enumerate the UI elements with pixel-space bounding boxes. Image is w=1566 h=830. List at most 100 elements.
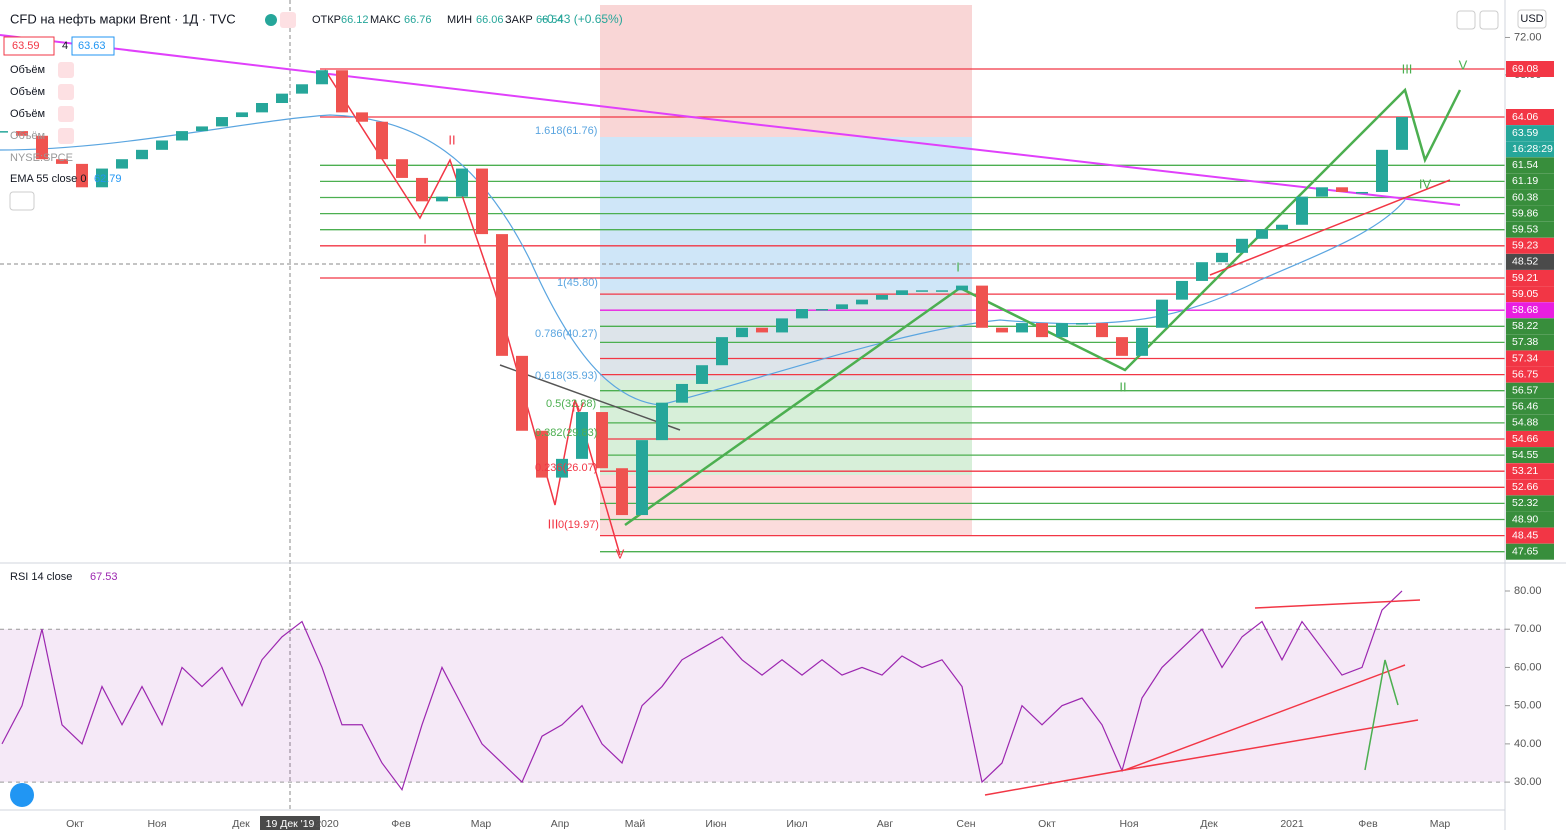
y-tick-label: 40.00 — [1514, 738, 1542, 750]
indicator-alert — [58, 84, 74, 100]
candle — [756, 327, 768, 333]
candle — [196, 126, 208, 132]
currency-button[interactable] — [1517, 9, 1547, 29]
y-tick-label: 80.00 — [1514, 585, 1542, 597]
price-badge — [1506, 286, 1554, 303]
candle — [1136, 327, 1148, 356]
candle — [1296, 196, 1308, 225]
price-badge — [1506, 221, 1554, 238]
candle — [636, 440, 648, 516]
indicator-label: Объём — [10, 130, 45, 142]
candle — [516, 355, 528, 431]
x-tick-label: Фев — [391, 818, 411, 830]
wave-label: V — [616, 546, 625, 561]
price-badge-label: 59.53 — [1512, 223, 1538, 235]
candle — [256, 103, 268, 113]
candle — [1396, 117, 1408, 150]
x-tick-label: Июн — [705, 818, 726, 830]
indicator-label: Объём — [10, 64, 45, 76]
candle — [36, 135, 48, 160]
candle — [716, 337, 728, 366]
fib-label: 0.5(32.88) — [546, 398, 596, 410]
price-badge-label: 59.21 — [1512, 272, 1538, 284]
x-tick-label: Окт — [66, 818, 84, 830]
price-badge-label: 48.52 — [1512, 256, 1538, 268]
ohlc-value: 66.76 — [404, 14, 432, 26]
candle — [856, 299, 868, 305]
candle — [456, 168, 468, 197]
candle — [176, 131, 188, 141]
price-badge-label: 56.57 — [1512, 384, 1538, 396]
price-badge-label: 61.19 — [1512, 175, 1538, 187]
wave-label: II — [1119, 379, 1126, 394]
candle — [1096, 323, 1108, 338]
fib-label: 0.786(40.27) — [535, 328, 597, 340]
price-badge-label: 64.06 — [1512, 111, 1538, 123]
button[interactable] — [1479, 10, 1499, 30]
candle — [1276, 224, 1288, 230]
price-badge — [1506, 173, 1554, 190]
candle — [936, 290, 948, 292]
candle — [236, 112, 248, 118]
price-badge — [1506, 61, 1554, 77]
price-badge — [1506, 237, 1554, 254]
price-badge — [1506, 318, 1554, 335]
candle — [1156, 299, 1168, 328]
candle — [576, 412, 588, 459]
candle — [316, 70, 328, 85]
candle — [1376, 149, 1388, 192]
wave-label: V — [1459, 57, 1468, 72]
status-icon — [280, 12, 296, 28]
collapse-button[interactable] — [9, 191, 35, 211]
bid-box — [3, 36, 55, 56]
ohlc-key: ОТКР — [312, 14, 341, 26]
wave-label: IV — [572, 399, 585, 414]
y-tick-label: 60.00 — [1514, 661, 1542, 673]
fib-label: 1(45.80) — [557, 277, 598, 289]
price-badge-label: 63.59 — [1512, 127, 1538, 139]
candle — [156, 140, 168, 150]
fib-label: 0.618(35.93) — [535, 370, 597, 382]
x-tick-label: Мар — [1430, 818, 1451, 830]
candle — [1016, 323, 1028, 333]
trend-line — [0, 34, 1461, 206]
candle — [536, 430, 548, 478]
candle — [916, 290, 928, 292]
y-tick-label: 70.00 — [1514, 623, 1542, 635]
candle — [1256, 229, 1268, 239]
price-badge-label: 54.55 — [1512, 449, 1538, 461]
x-tick-label: Ноя — [147, 818, 166, 830]
price-badge-label: 52.66 — [1512, 481, 1538, 493]
spread: 4 — [62, 40, 68, 52]
candle — [876, 294, 888, 300]
candle — [276, 93, 288, 104]
price-badge-label: 61.54 — [1512, 159, 1538, 171]
fib-zone — [600, 290, 972, 380]
candle — [1336, 187, 1348, 192]
candle — [1236, 238, 1248, 253]
candle — [56, 159, 68, 164]
candle — [656, 402, 668, 441]
x-tick-label: Авг — [877, 818, 894, 830]
ohlc-key: МИН — [447, 14, 472, 26]
trend-line — [1124, 719, 1419, 771]
indicator-label: Объём — [10, 86, 45, 98]
price-badge-label: 16:28:29 — [1512, 143, 1553, 155]
price-badge — [1506, 447, 1554, 464]
x-tick-label: Дек — [1200, 818, 1218, 830]
y-tick-label: 50.00 — [1514, 700, 1542, 712]
fib-label: 0(19.97) — [558, 519, 599, 531]
candle — [676, 383, 688, 403]
ohlc-key: МАКС — [370, 14, 401, 26]
price-badge-label: 58.22 — [1512, 320, 1538, 332]
logo[interactable] — [10, 783, 34, 807]
x-tick-label: Дек — [232, 818, 250, 830]
wave-line — [1364, 659, 1399, 771]
y-tick-label: 72.00 — [1514, 31, 1542, 43]
rsi-title: RSI 14 close — [10, 571, 72, 583]
candle — [956, 285, 968, 291]
trend-line — [499, 364, 681, 431]
wave-label: III — [548, 516, 559, 531]
button[interactable] — [1456, 10, 1476, 30]
